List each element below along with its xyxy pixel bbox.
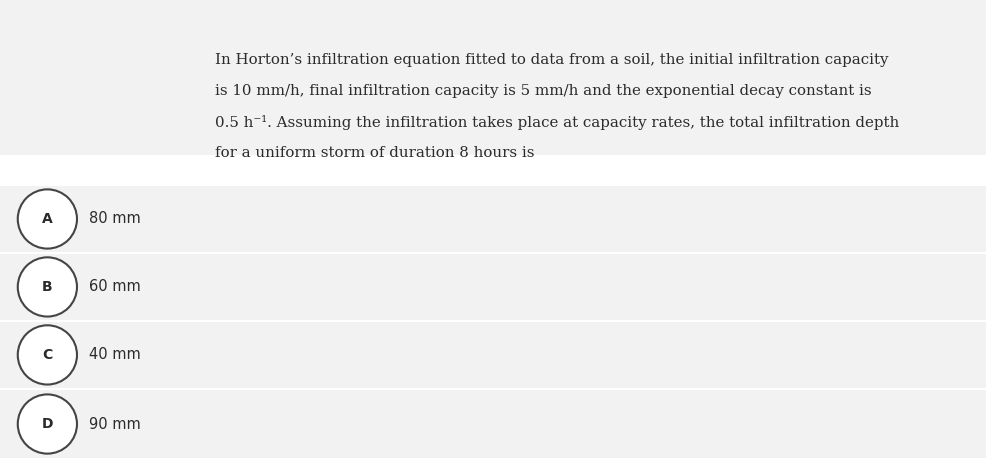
FancyBboxPatch shape: [0, 0, 986, 155]
Text: C: C: [42, 348, 52, 362]
Ellipse shape: [18, 257, 77, 316]
Text: 60 mm: 60 mm: [89, 279, 140, 294]
FancyBboxPatch shape: [0, 390, 986, 458]
Text: is 10 mm/h, final infiltration capacity is 5 mm/h and the exponential decay cons: is 10 mm/h, final infiltration capacity …: [215, 84, 871, 98]
Ellipse shape: [18, 394, 77, 453]
Ellipse shape: [18, 325, 77, 385]
Text: A: A: [42, 212, 52, 226]
FancyBboxPatch shape: [0, 322, 986, 388]
Text: D: D: [41, 417, 53, 431]
Ellipse shape: [18, 189, 77, 249]
Text: B: B: [42, 280, 52, 294]
Text: 80 mm: 80 mm: [89, 212, 140, 227]
Text: 40 mm: 40 mm: [89, 348, 140, 362]
FancyBboxPatch shape: [0, 254, 986, 320]
FancyBboxPatch shape: [0, 186, 986, 252]
Text: In Horton’s infiltration equation fitted to data from a soil, the initial infilt: In Horton’s infiltration equation fitted…: [215, 53, 887, 67]
Text: 0.5 h⁻¹. Assuming the infiltration takes place at capacity rates, the total infi: 0.5 h⁻¹. Assuming the infiltration takes…: [215, 115, 898, 130]
Text: for a uniform storm of duration 8 hours is: for a uniform storm of duration 8 hours …: [215, 146, 534, 160]
Text: 90 mm: 90 mm: [89, 416, 140, 431]
